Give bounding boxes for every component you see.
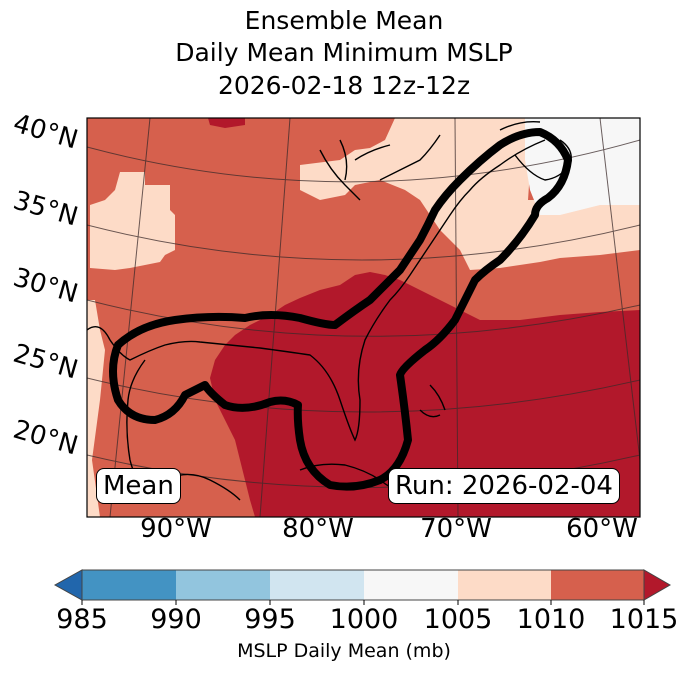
- title-line-3: 2026-02-18 12z-12z: [217, 71, 471, 100]
- title-line-1: Ensemble Mean: [244, 6, 444, 35]
- title-line-2: Daily Mean Minimum MSLP: [175, 38, 513, 67]
- colorbar-segment-1000-1005: [364, 570, 458, 600]
- colorbar-segment-990-995: [176, 570, 270, 600]
- colorbar-segment-995-1000: [270, 570, 364, 600]
- colorbar-tick-990: 990: [150, 604, 202, 635]
- graticule: [87, 118, 640, 517]
- map-frame: [86, 117, 641, 518]
- colorbar-tick-1010: 1010: [516, 604, 586, 635]
- colorbar-tick-1000: 1000: [329, 604, 399, 635]
- colorbar-tick-1015: 1015: [609, 604, 679, 635]
- colorbar-segment-1010-1015: [551, 570, 644, 600]
- colorbar-under-arrow: [53, 569, 83, 601]
- pressure-field-over-1015: [210, 272, 640, 517]
- mean-label-box: Mean: [96, 468, 181, 504]
- colorbar-tick-995: 995: [244, 604, 296, 635]
- pressure-field-over-1015-north: [208, 118, 245, 128]
- colorbar-tick-985: 985: [56, 604, 108, 635]
- colorbar-over-arrow: [643, 569, 672, 601]
- colorbar-label: MSLP Daily Mean (mb): [237, 640, 451, 662]
- pressure-field-1005-1010-west: [90, 172, 175, 270]
- colorbar-segment-1005-1010: [458, 570, 551, 600]
- colorbar-tick-1005: 1005: [423, 604, 493, 635]
- colorbar-tick-marks: [81, 600, 645, 605]
- pressure-field-1005-1010-northeast: [300, 118, 640, 270]
- lon-label-60w: 60°W: [566, 514, 638, 544]
- colorbar: [53, 569, 672, 605]
- map-area: [87, 118, 640, 517]
- lon-label-80w: 80°W: [282, 514, 354, 544]
- pressure-field-1005-1010-westedge: [87, 300, 105, 517]
- lon-label-70w: 70°W: [420, 514, 492, 544]
- ensemble-contour: [109, 128, 572, 491]
- lon-label-90w: 90°W: [140, 514, 212, 544]
- run-date-box: Run: 2026-02-04: [388, 468, 620, 504]
- colorbar-segment-985-990: [82, 570, 176, 600]
